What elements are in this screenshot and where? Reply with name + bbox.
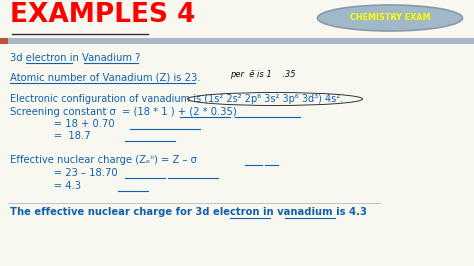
Text: 3d electron in Vanadium ?: 3d electron in Vanadium ? [10,53,140,63]
Text: Effective nuclear charge (Zₑⁱⁱ) = Z – σ: Effective nuclear charge (Zₑⁱⁱ) = Z – σ [10,155,197,165]
Text: Electronic configuration of vanadium is (1s² 2s² 2p⁶ 3s² 3p⁶ 3d³) 4s².: Electronic configuration of vanadium is … [10,94,343,104]
Text: =  18.7: = 18.7 [10,131,91,141]
Text: EXAMPLES 4: EXAMPLES 4 [10,2,195,28]
FancyBboxPatch shape [0,38,8,44]
Text: per  ē is 1    .35: per ē is 1 .35 [230,70,296,79]
Text: Atomic number of Vanadium (Z) is 23.: Atomic number of Vanadium (Z) is 23. [10,73,201,83]
Text: CHEMISTRY EXAM: CHEMISTRY EXAM [350,14,430,23]
Text: = 23 – 18.70: = 23 – 18.70 [10,168,118,178]
Text: = 18 + 0.70: = 18 + 0.70 [10,119,115,129]
FancyBboxPatch shape [0,38,474,44]
Text: Screening constant σ  = (18 * 1 ) + (2 * 0.35): Screening constant σ = (18 * 1 ) + (2 * … [10,107,237,117]
Text: The effective nuclear charge for 3d electron in vanadium is 4.3: The effective nuclear charge for 3d elec… [10,207,367,217]
Text: = 4.3: = 4.3 [10,181,81,191]
Ellipse shape [318,5,463,31]
